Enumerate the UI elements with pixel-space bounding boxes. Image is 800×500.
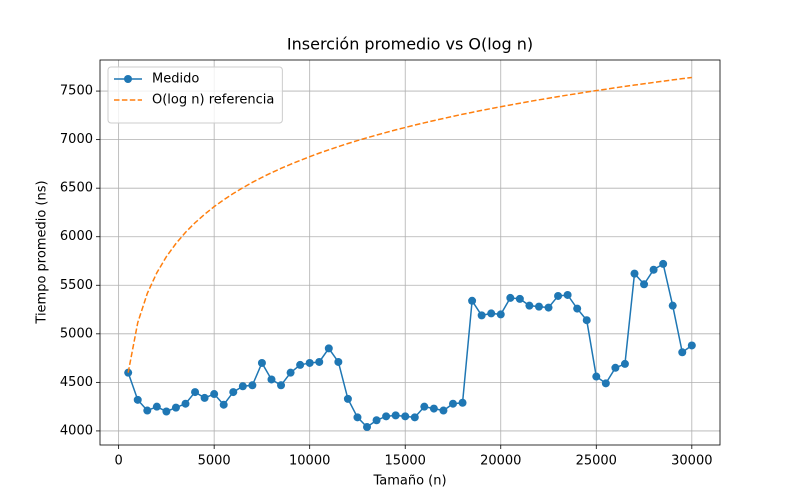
data-point bbox=[353, 413, 362, 422]
y-tick-label: 4000 bbox=[60, 423, 93, 438]
data-point bbox=[410, 413, 419, 422]
data-point bbox=[487, 309, 496, 318]
y-tick-label: 7000 bbox=[60, 132, 93, 147]
data-point bbox=[525, 301, 534, 310]
data-point bbox=[219, 400, 228, 409]
data-point bbox=[382, 412, 391, 421]
legend-label: O(log n) referencia bbox=[152, 93, 274, 108]
data-point bbox=[659, 259, 668, 268]
data-point bbox=[640, 280, 649, 289]
legend-label: Medido bbox=[152, 72, 199, 87]
data-point bbox=[391, 411, 400, 420]
data-point bbox=[181, 399, 190, 408]
data-point bbox=[334, 357, 343, 366]
axes-frame bbox=[99, 59, 721, 446]
data-point bbox=[305, 358, 314, 367]
data-point bbox=[257, 358, 266, 367]
data-point bbox=[544, 303, 553, 312]
y-tick-label: 4500 bbox=[60, 375, 93, 390]
x-tick-label: 25000 bbox=[576, 454, 617, 469]
data-point bbox=[534, 302, 543, 311]
data-point bbox=[210, 390, 219, 399]
data-point bbox=[324, 344, 333, 353]
data-point bbox=[554, 291, 563, 300]
data-point bbox=[133, 395, 142, 404]
legend-marker bbox=[124, 75, 132, 83]
x-tick-label: 15000 bbox=[385, 454, 426, 469]
data-point bbox=[267, 375, 276, 384]
chart-title: Inserción promedio vs O(log n) bbox=[287, 35, 533, 54]
data-point bbox=[668, 301, 677, 310]
data-point bbox=[458, 398, 467, 407]
data-point bbox=[448, 399, 457, 408]
y-tick-label: 6000 bbox=[60, 229, 93, 244]
data-point bbox=[152, 402, 161, 411]
data-point bbox=[277, 381, 286, 390]
data-point bbox=[563, 290, 572, 299]
x-tick-label: 0 bbox=[114, 454, 122, 469]
data-point bbox=[649, 265, 658, 274]
x-tick-label: 30000 bbox=[671, 454, 712, 469]
data-point bbox=[573, 304, 582, 313]
y-tick-label: 7500 bbox=[60, 84, 93, 99]
data-point bbox=[601, 379, 610, 388]
y-tick-label: 5000 bbox=[60, 326, 93, 341]
data-point bbox=[429, 404, 438, 413]
data-point bbox=[238, 382, 247, 391]
data-point bbox=[687, 341, 696, 350]
y-axis-label: Tiempo promedio (ns) bbox=[35, 180, 50, 324]
data-point bbox=[477, 311, 486, 320]
data-point bbox=[229, 388, 238, 397]
data-point bbox=[496, 310, 505, 319]
data-point bbox=[372, 416, 381, 425]
data-point bbox=[506, 293, 515, 302]
data-point bbox=[200, 393, 209, 402]
y-tick-label: 5500 bbox=[60, 278, 93, 293]
data-point bbox=[143, 406, 152, 415]
x-tick-label: 20000 bbox=[480, 454, 521, 469]
data-point bbox=[286, 368, 295, 377]
y-tick-label: 6500 bbox=[60, 181, 93, 196]
data-point bbox=[620, 359, 629, 368]
x-tick-label: 5000 bbox=[198, 454, 231, 469]
data-point bbox=[582, 316, 591, 325]
data-point bbox=[401, 412, 410, 421]
x-tick-label: 10000 bbox=[289, 454, 330, 469]
x-axis-label: Tamaño (n) bbox=[372, 474, 446, 489]
legend-box bbox=[107, 66, 283, 124]
data-point bbox=[363, 423, 372, 432]
data-point bbox=[515, 294, 524, 303]
data-point bbox=[439, 406, 448, 415]
data-point bbox=[420, 402, 429, 411]
plot bbox=[124, 76, 696, 432]
data-point bbox=[611, 363, 620, 372]
data-point bbox=[162, 407, 171, 416]
grid bbox=[100, 60, 720, 445]
data-point bbox=[592, 372, 601, 381]
data-point bbox=[296, 360, 305, 369]
data-point bbox=[191, 388, 200, 397]
data-point bbox=[678, 348, 687, 357]
data-point bbox=[468, 296, 477, 305]
data-point bbox=[248, 381, 257, 390]
data-point bbox=[171, 403, 180, 412]
data-point bbox=[343, 394, 352, 403]
data-point bbox=[315, 357, 324, 366]
legend: Medido O(log n) referencia bbox=[107, 66, 283, 124]
data-point bbox=[630, 269, 639, 278]
data-line bbox=[127, 76, 692, 373]
